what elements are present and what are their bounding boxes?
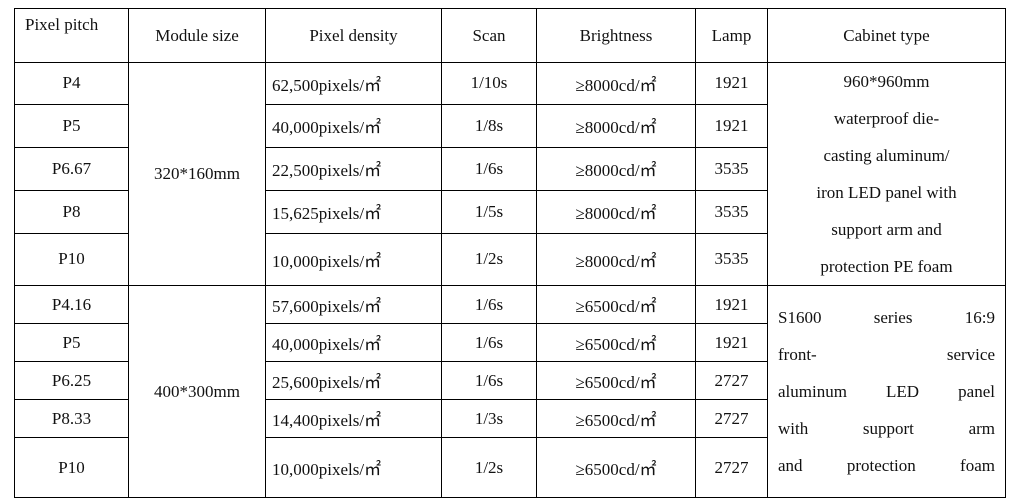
header-cell: Lamp bbox=[695, 8, 768, 63]
lamp: 1921 bbox=[695, 62, 768, 105]
pixel-density: 22,500pixels/㎡ bbox=[265, 146, 442, 191]
pixel-density: 10,000pixels/㎡ bbox=[265, 232, 442, 287]
cabinet-type: S1600 series 16:9 front- service aluminum … bbox=[767, 285, 1006, 498]
scan: 1/5s bbox=[441, 189, 537, 234]
lamp: 2727 bbox=[695, 437, 768, 498]
cabinet-line: with support arm bbox=[778, 419, 995, 438]
lamp: 1921 bbox=[695, 103, 768, 148]
brightness: ≥6500cd/㎡ bbox=[536, 361, 696, 400]
scan: 1/6s bbox=[441, 146, 537, 191]
data-row: P8 15,625pixels/㎡ 1/5s ≥8000cd/㎡ 3535 bbox=[14, 189, 1006, 234]
pixel-density: 40,000pixels/㎡ bbox=[265, 103, 442, 148]
brightness: ≥6500cd/㎡ bbox=[536, 437, 696, 498]
pixel-pitch: P5 bbox=[14, 323, 129, 362]
cabinet-line: waterproof die- bbox=[833, 109, 940, 128]
pixel-pitch: P10 bbox=[14, 437, 129, 498]
module-size: 400*300mm bbox=[128, 285, 266, 498]
brightness: ≥8000cd/㎡ bbox=[536, 62, 696, 105]
header-cell: Pixel density bbox=[265, 8, 442, 63]
cabinet-line: support arm and bbox=[831, 220, 942, 239]
lamp: 3535 bbox=[695, 146, 768, 191]
pixel-density: 25,600pixels/㎡ bbox=[265, 361, 442, 400]
brightness: ≥6500cd/㎡ bbox=[536, 399, 696, 438]
lamp: 3535 bbox=[695, 232, 768, 287]
cabinet-line: 960*960mm bbox=[843, 72, 930, 91]
pixel-density: 10,000pixels/㎡ bbox=[265, 437, 442, 498]
scan: 1/6s bbox=[441, 285, 537, 324]
pixel-pitch: P6.25 bbox=[14, 361, 129, 400]
scan: 1/2s bbox=[441, 437, 537, 498]
pixel-pitch: P10 bbox=[14, 232, 129, 287]
lamp: 2727 bbox=[695, 399, 768, 438]
header-cell: Brightness bbox=[536, 8, 696, 63]
data-row: P4.16 400*300mm 57,600pixels/㎡ 1/6s ≥6500cd/… bbox=[14, 285, 1006, 498]
cabinet-line: aluminum LED panel bbox=[778, 382, 995, 401]
lamp: 1921 bbox=[695, 285, 768, 324]
cabinet-line: protection PE foam bbox=[820, 257, 953, 276]
cabinet-line: front- service bbox=[778, 345, 995, 364]
pixel-pitch: P4 bbox=[14, 62, 129, 105]
lamp: 2727 bbox=[695, 361, 768, 400]
cabinet-type: 960*960mm waterproof die-casting aluminum… bbox=[767, 62, 1006, 286]
pixel-pitch: P4.16 bbox=[14, 285, 129, 324]
pixel-density: 14,400pixels/㎡ bbox=[265, 399, 442, 438]
scan: 1/6s bbox=[441, 323, 537, 362]
pixel-density: 62,500pixels/㎡ bbox=[265, 62, 442, 105]
scan: 1/8s bbox=[441, 103, 537, 148]
scan: 1/10s bbox=[441, 62, 537, 105]
header-cell: Module size bbox=[128, 8, 266, 63]
pixel-pitch: P6.67 bbox=[14, 146, 129, 191]
header-cell: Cabinet type bbox=[767, 8, 1006, 63]
pixel-pitch: P8 bbox=[14, 189, 129, 234]
pixel-density: 15,625pixels/㎡ bbox=[265, 189, 442, 234]
data-row: P6.25 25,600pixels/㎡ 1/6s ≥6500cd/㎡ 2727 bbox=[14, 361, 1006, 400]
header-cell: Scan bbox=[441, 8, 537, 63]
module-size: 320*160mm bbox=[128, 62, 266, 286]
brightness: ≥6500cd/㎡ bbox=[536, 323, 696, 362]
data-row: P4 320*160mm 62,500pixels/㎡ 1/10s ≥8000cd/㎡ 1… bbox=[14, 62, 1006, 286]
brightness: ≥8000cd/㎡ bbox=[536, 232, 696, 287]
lamp: 3535 bbox=[695, 189, 768, 234]
data-row: P10 10,000pixels/㎡ 1/2s ≥6500cd/㎡ 2727 bbox=[14, 437, 1006, 498]
data-row: P6.67 22,500pixels/㎡ 1/6s ≥8000cd/㎡ 3535 bbox=[14, 146, 1006, 191]
cabinet-line: and protection foam bbox=[778, 456, 995, 475]
pixel-density: 57,600pixels/㎡ bbox=[265, 285, 442, 324]
pixel-pitch: P8.33 bbox=[14, 399, 129, 438]
spec-table: Pixel pitch Module size Pixel density Scan B… bbox=[14, 8, 1006, 498]
scan: 1/3s bbox=[441, 399, 537, 438]
pixel-pitch: P5 bbox=[14, 103, 129, 148]
data-row: P5 40,000pixels/㎡ 1/8s ≥8000cd/㎡ 1921 bbox=[14, 103, 1006, 148]
lamp: 1921 bbox=[695, 323, 768, 362]
brightness: ≥8000cd/㎡ bbox=[536, 146, 696, 191]
cabinet-line: S1600 series 16:9 bbox=[778, 308, 995, 327]
cabinet-line: casting aluminum/ bbox=[823, 146, 950, 165]
header-cell: Pixel pitch bbox=[14, 8, 129, 63]
brightness: ≥8000cd/㎡ bbox=[536, 103, 696, 148]
scan: 1/2s bbox=[441, 232, 537, 287]
brightness: ≥6500cd/㎡ bbox=[536, 285, 696, 324]
brightness: ≥8000cd/㎡ bbox=[536, 189, 696, 234]
cabinet-line: iron LED panel with bbox=[816, 183, 957, 202]
header-row: Pixel pitch Module size Pixel density Scan B… bbox=[14, 8, 1006, 63]
pixel-density: 40,000pixels/㎡ bbox=[265, 323, 442, 362]
scan: 1/6s bbox=[441, 361, 537, 400]
data-row: P5 40,000pixels/㎡ 1/6s ≥6500cd/㎡ 1921 bbox=[14, 323, 1006, 362]
data-row: P10 10,000pixels/㎡ 1/2s ≥8000cd/㎡ 3535 bbox=[14, 232, 1006, 287]
